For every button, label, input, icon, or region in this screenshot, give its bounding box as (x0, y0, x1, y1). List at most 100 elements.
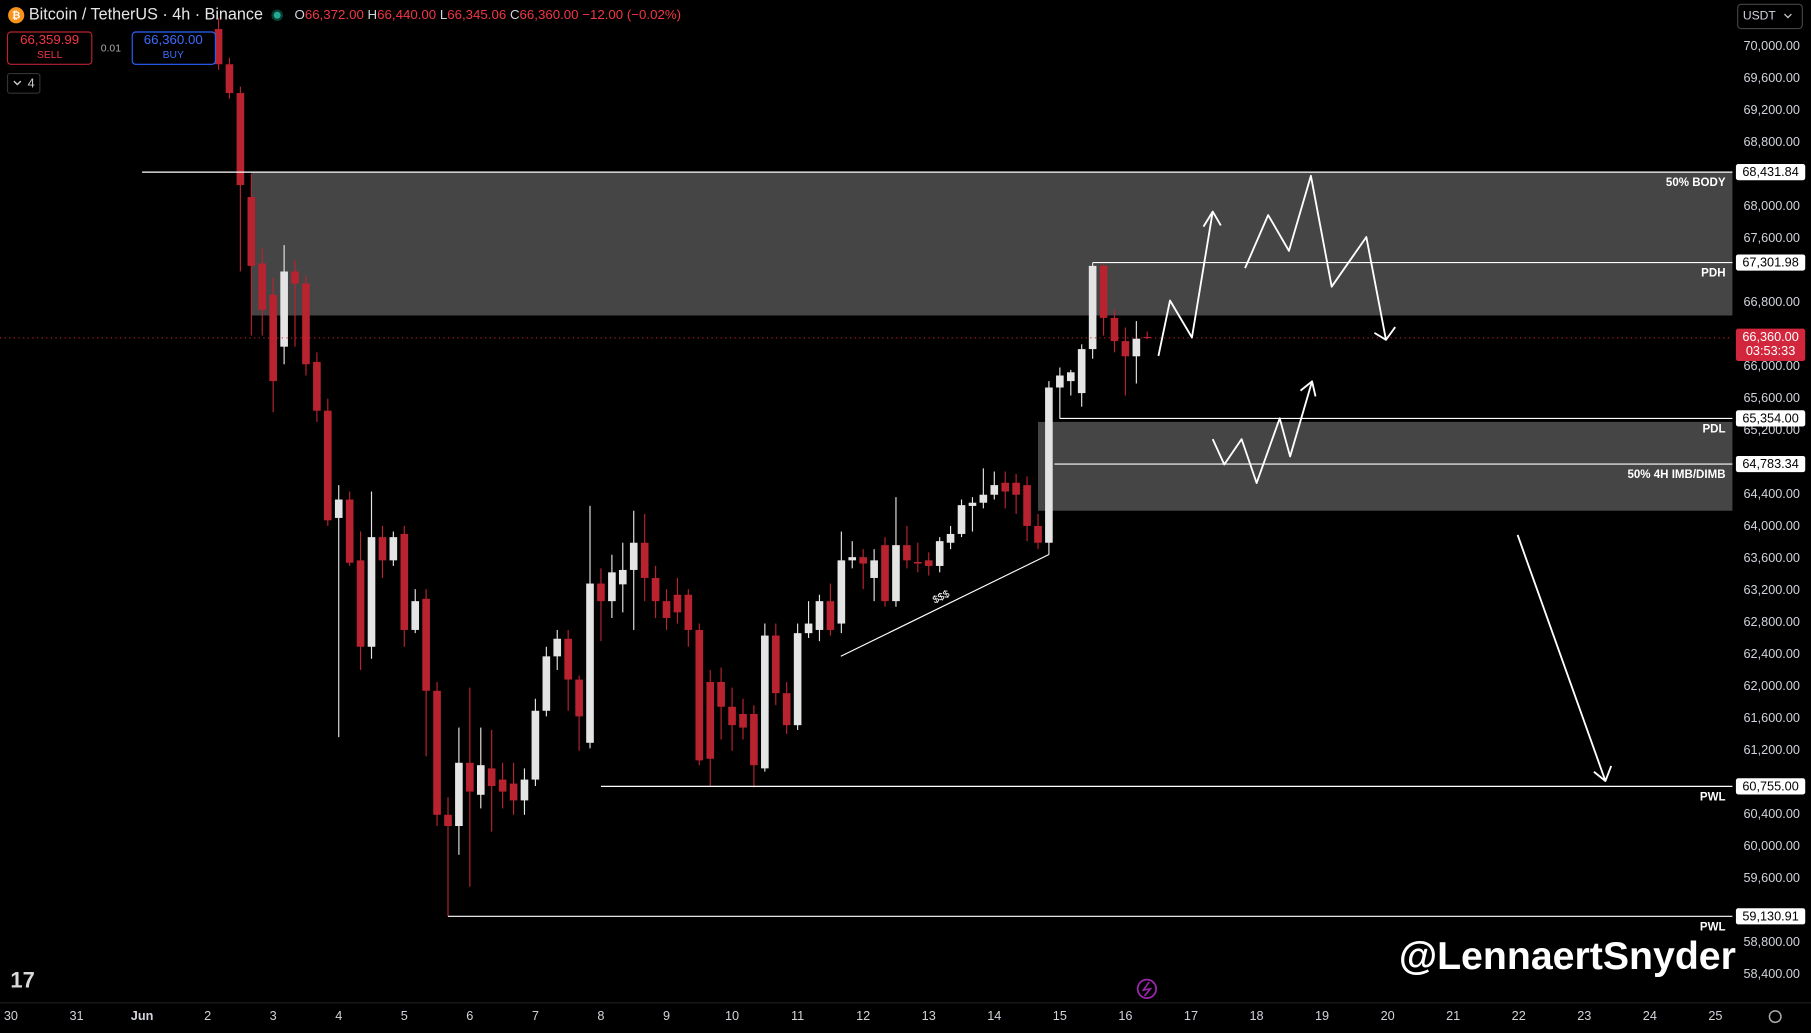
candle-body (859, 557, 867, 564)
candle-body (334, 499, 343, 518)
candle-body (761, 635, 769, 769)
status-dot (273, 11, 281, 19)
symbol-title: Bitcoin / TetherUS · 4h · Binance (29, 6, 263, 24)
x-tick-label: 24 (1643, 1009, 1657, 1023)
candle-body (782, 693, 791, 726)
candle-body (247, 197, 256, 266)
candle-body (302, 283, 310, 365)
candle-body (411, 601, 420, 630)
currency-select[interactable] (1737, 3, 1803, 30)
candle-body (1132, 338, 1141, 357)
y-tick-label: 62,800.00 (1744, 615, 1800, 629)
candle-body (586, 583, 594, 743)
level-tag (1735, 254, 1806, 271)
candle-body (400, 533, 409, 630)
candle-body (345, 499, 354, 563)
y-tick-label: 65,200.00 (1744, 423, 1800, 437)
level-name: PDH (1701, 268, 1725, 280)
ohlc-value: 66,345.06 (447, 7, 506, 22)
candle-body (815, 601, 824, 630)
x-tick-label: 5 (401, 1009, 408, 1023)
candle-body (903, 545, 911, 561)
candle-body (640, 542, 649, 578)
candle-body (1088, 265, 1097, 350)
arrow-head (1202, 210, 1222, 228)
candle-body (728, 706, 736, 726)
candle-body (750, 713, 758, 766)
candle-body (542, 656, 551, 711)
level-tag-label: 68,431.84 (1742, 165, 1798, 179)
y-tick-label: 62,000.00 (1744, 679, 1800, 693)
candle-body (804, 623, 813, 634)
candle-body (389, 537, 398, 561)
level-tag-label: 64,783.34 (1742, 457, 1798, 471)
candle-body (1023, 485, 1031, 526)
candle-body (313, 361, 321, 411)
level-tag (1735, 164, 1806, 181)
currency: USDT (1743, 9, 1777, 23)
last-price-label: 66,360.00 (1742, 330, 1798, 344)
x-tick-label: 14 (987, 1009, 1001, 1023)
y-tick-label: 63,200.00 (1744, 583, 1800, 597)
candle-body (870, 560, 878, 578)
candle-body (924, 560, 933, 566)
x-tick-label: 4 (335, 1009, 342, 1023)
ohlc-value: 66,372.00 (305, 7, 364, 22)
candle-body (1143, 336, 1152, 339)
y-tick-label: 66,800.00 (1744, 295, 1800, 309)
ohlc-key: C (510, 7, 520, 22)
candle-body (433, 690, 441, 815)
x-tick-label: 22 (1512, 1009, 1526, 1023)
sell-button[interactable] (6, 31, 93, 65)
ohlc-key: O (295, 7, 305, 22)
candle-body (1012, 482, 1020, 495)
level-name: 50% 4H IMB/DIMB (1627, 469, 1725, 481)
candle-body (225, 64, 234, 94)
candle-body (618, 569, 627, 585)
candle-body (1034, 525, 1042, 543)
level-tag-label: 67,301.98 (1742, 255, 1798, 269)
level-name: PWL (1700, 921, 1726, 933)
trend-line (840, 554, 1049, 657)
buy-button[interactable] (131, 31, 216, 65)
candle-body (881, 545, 889, 602)
level-name: PWL (1700, 791, 1726, 803)
x-tick-label: 25 (1708, 1009, 1722, 1023)
zones (251, 172, 1733, 511)
candle-body (848, 557, 857, 561)
x-tick-label: 31 (69, 1009, 83, 1023)
y-tick-label: 58,800.00 (1744, 935, 1800, 949)
candle-body (957, 505, 966, 534)
y-tick-label: 59,600.00 (1744, 871, 1800, 885)
candle-body (1045, 387, 1053, 543)
level-tag-label: 59,130.91 (1742, 909, 1798, 923)
candle-body (531, 710, 540, 780)
ohlc-value: 66,360.00 (520, 7, 579, 22)
settings-icon[interactable] (1768, 1010, 1782, 1024)
sell-price: 66,359.99 (20, 32, 79, 47)
x-tick-label: 21 (1446, 1009, 1460, 1023)
level-tag (1735, 455, 1806, 473)
candle-body (455, 762, 463, 826)
candle-body (695, 629, 704, 761)
candle-body (509, 783, 518, 801)
replay-icon[interactable] (1136, 978, 1157, 999)
level-tag (1735, 908, 1806, 925)
candle-body (564, 638, 572, 680)
candle-body (214, 29, 223, 65)
coin-glyph: ₿ (12, 10, 20, 22)
level-tag (1735, 778, 1806, 795)
chevron (13, 80, 22, 86)
arrow-head (1299, 380, 1317, 397)
countdown: 03:53:33 (1746, 344, 1795, 358)
y-tick-label: 58,400.00 (1744, 967, 1800, 981)
indicator-count: 4 (28, 76, 35, 90)
candle-body (1099, 265, 1108, 318)
y-tick-label: 60,400.00 (1744, 807, 1800, 821)
y-tick-label: 68,800.00 (1744, 135, 1800, 149)
y-tick-label: 66,000.00 (1744, 359, 1800, 373)
indicators-toggle[interactable] (6, 72, 41, 94)
x-tick-label: 3 (270, 1009, 277, 1023)
